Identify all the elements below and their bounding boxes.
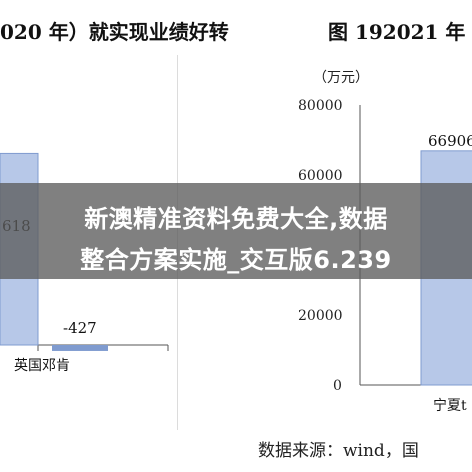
y-tick-label-60000: 60000 [298,168,343,184]
y-tick-label-80000: 80000 [298,98,343,114]
right-data-label: 66906 [428,132,472,150]
right-category-label: 宁夏t [433,397,467,414]
title-bar: 020 年）就实现业绩好转 图 192021 年 [0,0,472,60]
y-tick-label-0: 0 [333,378,342,394]
right-chart-title: 图 192021 年 [328,20,466,44]
y-unit-label: （万元） [313,70,369,86]
left-chart-title: 020 年）就实现业绩好转 [0,20,229,44]
watermark-banner [0,183,472,279]
banner-line-1: 新澳精准资料免费大全,数据 [84,205,388,233]
y-tick-label-20000: 20000 [298,308,343,324]
left-bar-negative [52,345,108,351]
source-note: 数据来源：wind，国 [258,441,419,461]
left-category-label: 英国邓肯 [14,357,70,374]
left-data-label-1: -427 [63,319,97,337]
banner-line-2: 整合方案实施_交互版6.239 [80,246,392,274]
